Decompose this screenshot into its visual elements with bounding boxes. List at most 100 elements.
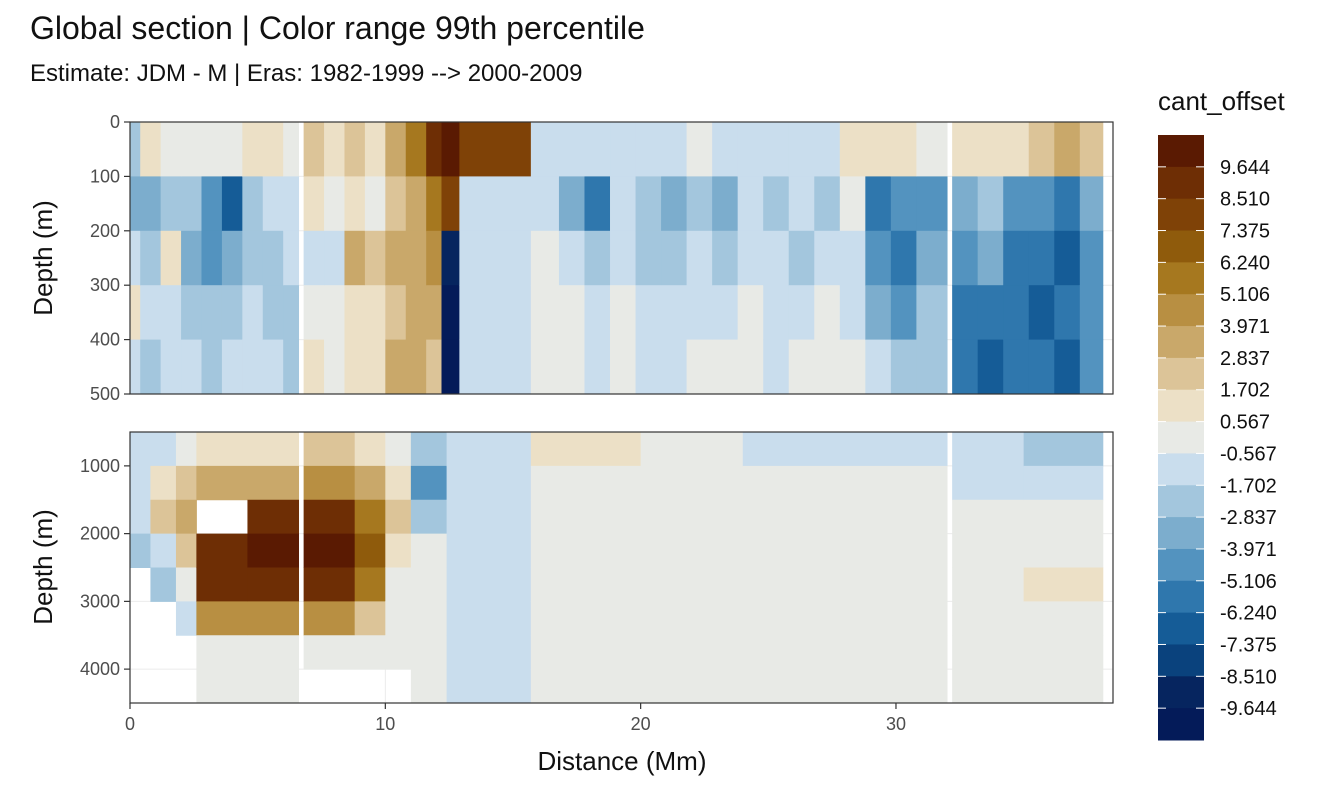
heatmap-cell [354,567,386,602]
heatmap-cell [130,176,141,232]
heatmap-cell [530,122,560,177]
heatmap-cell [1023,432,1104,467]
heatmap-cell [459,176,532,232]
heatmap-cell [410,432,448,467]
heatmap-cell [385,230,407,286]
colorbar-label: 5.106 [1220,284,1270,306]
heatmap-cell [247,635,300,670]
heatmap-cell [763,230,790,286]
heatmap-cell [410,465,448,501]
heatmap-cell [865,285,892,341]
heatmap-cell [385,432,412,467]
heatmap-cell [640,533,744,568]
heatmap-cell [610,285,637,341]
heatmap-cell [584,339,611,395]
heatmap-cell [344,176,366,232]
heatmap-cell [1023,635,1104,670]
heatmap-cell [405,285,427,341]
heatmap-cell [130,285,141,341]
heatmap-cell [150,465,177,501]
heatmap-cell [844,465,948,501]
heatmap-cell [196,601,248,636]
heatmap-cell [196,432,248,467]
heatmap-cell [160,285,182,341]
heatmap-cell [405,122,427,177]
heatmap-cell [303,122,325,177]
heatmap-cell [242,339,264,395]
heatmap-cell [175,465,197,501]
heatmap-cell [324,122,345,177]
heatmap-cell [303,465,356,501]
y-tick-label: 200 [90,221,120,241]
heatmap-cell [262,122,284,177]
heatmap-cell [839,230,866,286]
panel-lower: 1000 2000 3000 4000 [80,431,1114,704]
heatmap-cell [952,567,1025,602]
heatmap-cell [459,122,532,177]
heatmap-cell [160,176,182,232]
heatmap-cell [446,499,532,535]
heatmap-cell [262,285,284,341]
heatmap-cell [441,285,460,341]
heatmap-cell [952,533,1025,568]
heatmap-cell [742,601,846,636]
heatmap-cell [426,285,442,341]
heatmap-cell [1023,465,1104,501]
heatmap-cell [558,339,585,395]
heatmap-cell [283,285,300,341]
y-axis-label-lower: Depth (m) [28,509,58,625]
heatmap-cell [640,499,744,535]
heatmap-cell [201,176,223,232]
heatmap-cell [814,122,841,177]
heatmap-cell [1028,285,1055,341]
heatmap-cell [426,339,442,395]
heatmap-cell [1003,230,1030,286]
heatmap-cell [1023,567,1104,602]
heatmap-cell [530,176,560,232]
colorbar-swatch [1158,453,1204,486]
heatmap-cell [952,122,979,177]
heatmap-cell [686,339,713,395]
heatmap-cell [763,285,790,341]
heatmap-cell [364,122,386,177]
heatmap-cell [283,122,300,177]
heatmap-cell [814,285,841,341]
heatmap-cell [385,122,407,177]
heatmap-cell [712,339,739,395]
heatmap-cell [558,230,585,286]
heatmap-cell [354,499,386,535]
heatmap-cell [952,230,979,286]
heatmap-cell [844,533,948,568]
heatmap-cell [1028,176,1055,232]
colorbar-label: 9.644 [1220,157,1270,179]
heatmap-cell [916,176,948,232]
heatmap-cell [385,567,412,602]
heatmap-cell [410,601,448,636]
heatmap-cell [459,230,532,286]
heatmap-cell [324,230,345,286]
heatmap-cell [916,230,948,286]
colorbar-label: -1.702 [1220,475,1277,497]
heatmap-cell [1079,285,1104,341]
heatmap-cell [844,635,948,670]
colorbar-label: 1.702 [1220,380,1270,402]
heatmap-cell [661,230,688,286]
colorbar-label: -2.837 [1220,507,1277,529]
heatmap-cell [584,230,611,286]
heatmap-cell [530,601,642,636]
colorbar-label: 0.567 [1220,412,1270,434]
heatmap-cell [130,230,141,286]
heatmap-cell [977,339,1004,395]
heatmap-cell [354,601,386,636]
heatmap-cell [410,669,448,704]
colorbar-swatch [1158,708,1204,741]
heatmap-cell [742,465,846,501]
heatmap-cell [181,122,202,177]
heatmap-cell [1054,176,1081,232]
heatmap-cell [140,176,162,232]
heatmap-cell [635,122,662,177]
colorbar-swatch [1158,326,1204,359]
heatmap-cell [661,176,688,232]
heatmap-cell [303,432,356,467]
panel-border [129,121,1114,395]
